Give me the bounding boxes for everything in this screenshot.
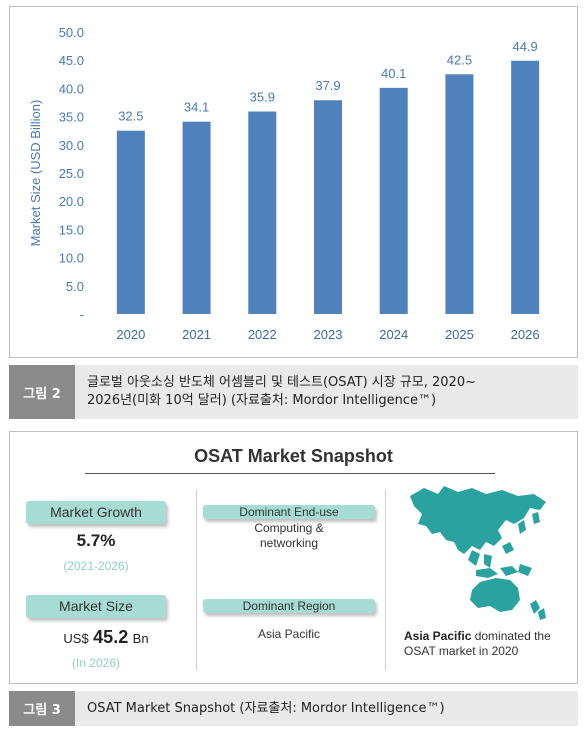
bar-2022	[248, 111, 277, 314]
bar-2024	[379, 87, 408, 314]
market-growth-period: (2021-2026)	[63, 559, 129, 573]
market-growth-value: 5.7%	[76, 531, 116, 550]
figure-2-caption-line2: 2026년(미화 10억 달러) (자료출처: Mordor Intellige…	[87, 393, 437, 408]
figure-3-caption: 그림 3 OSAT Market Snapshot (자료출처: Mordor …	[9, 691, 578, 726]
column-divider	[196, 490, 197, 670]
x-tick-label: 2021	[182, 327, 211, 342]
data-label: 44.9	[512, 39, 537, 54]
y-tick-label: 50.0	[59, 25, 84, 40]
end-use-line1: Computing &	[254, 521, 324, 535]
x-tick-label: 2023	[314, 327, 343, 342]
x-tick-label: 2020	[116, 327, 145, 342]
y-tick-label: 20.0	[59, 194, 84, 209]
note-rest: dominated the	[471, 629, 551, 643]
dominant-end-use-label: Dominant End-use	[203, 505, 375, 519]
bar-2026	[511, 60, 540, 314]
data-label: 34.1	[184, 100, 209, 115]
bar-2021	[182, 121, 211, 315]
bar-2023	[314, 100, 342, 314]
region-dominance-note: Asia Pacific dominated the OSAT market i…	[404, 629, 574, 659]
figure-2-caption-text: 글로벌 아웃소싱 반도체 어셈블리 및 테스트(OSAT) 시장 규모, 202…	[75, 374, 486, 410]
x-tick-label: 2025	[445, 327, 474, 342]
data-label: 32.5	[118, 109, 143, 124]
bar-chart-frame: Market Size (USD Billion) 50.0 45.0 40.0 35…	[9, 6, 578, 358]
y-tick-label: 30.0	[59, 138, 84, 153]
y-axis-title: Market Size (USD Billion)	[28, 100, 43, 247]
dominant-region-label: Dominant Region	[203, 599, 375, 613]
osat-snapshot-infographic: OSAT Market Snapshot Market Growth 5.7% …	[9, 431, 578, 684]
market-size-label: Market Size	[26, 595, 166, 618]
snapshot-title: OSAT Market Snapshot	[194, 446, 393, 466]
bar-chart: Market Size (USD Billion) 50.0 45.0 40.0 35…	[28, 25, 540, 342]
market-size-year: (In 2026)	[71, 656, 121, 670]
figure-2-caption-line1: 글로벌 아웃소싱 반도체 어셈블리 및 테스트(OSAT) 시장 규모, 202…	[87, 375, 476, 390]
figure-2-label: 그림 2	[9, 365, 75, 419]
figure-3-label: 그림 3	[9, 691, 75, 726]
y-tick-label: 25.0	[59, 166, 84, 181]
x-tick-label: 2022	[248, 327, 277, 342]
market-size-currency: US$	[63, 631, 89, 646]
market-size-value: US$ 45.2 Bn	[26, 627, 186, 648]
y-tick-label: 10.0	[59, 251, 84, 266]
y-tick-label: -	[80, 307, 84, 322]
column-divider	[385, 490, 386, 670]
y-tick-label: 5.0	[66, 279, 84, 294]
data-label: 37.9	[315, 78, 340, 93]
market-size-unit: Bn	[132, 631, 149, 646]
note-line2: OSAT market in 2020	[404, 644, 519, 658]
figure-2-caption: 그림 2 글로벌 아웃소싱 반도체 어셈블리 및 테스트(OSAT) 시장 규모…	[9, 365, 578, 419]
data-label: 42.5	[447, 52, 472, 67]
y-tick-label: 45.0	[59, 53, 84, 68]
market-growth-label: Market Growth	[26, 501, 166, 524]
note-line1: Asia Pacific dominated the	[404, 629, 574, 644]
bar-2020	[116, 130, 145, 314]
figure-3-caption-text: OSAT Market Snapshot (자료출처: Mordor Intel…	[87, 700, 445, 716]
y-tick-label: 40.0	[59, 81, 84, 96]
x-tick-label: 2026	[511, 327, 540, 342]
data-label: 40.1	[381, 66, 406, 81]
note-region: Asia Pacific	[404, 629, 472, 643]
dominant-region-value: Asia Pacific	[257, 627, 321, 641]
dominant-end-use-value: Computing & networking	[203, 521, 375, 551]
asia-pacific-map-icon	[410, 486, 546, 620]
market-size-number: 45.2	[93, 627, 129, 647]
data-label: 35.9	[250, 90, 275, 105]
y-tick-label: 35.0	[59, 110, 84, 125]
y-tick-label: 15.0	[59, 222, 84, 237]
x-tick-label: 2024	[379, 327, 408, 342]
bar-2025	[445, 74, 474, 314]
end-use-line2: networking	[259, 536, 319, 550]
title-underline	[85, 473, 495, 474]
